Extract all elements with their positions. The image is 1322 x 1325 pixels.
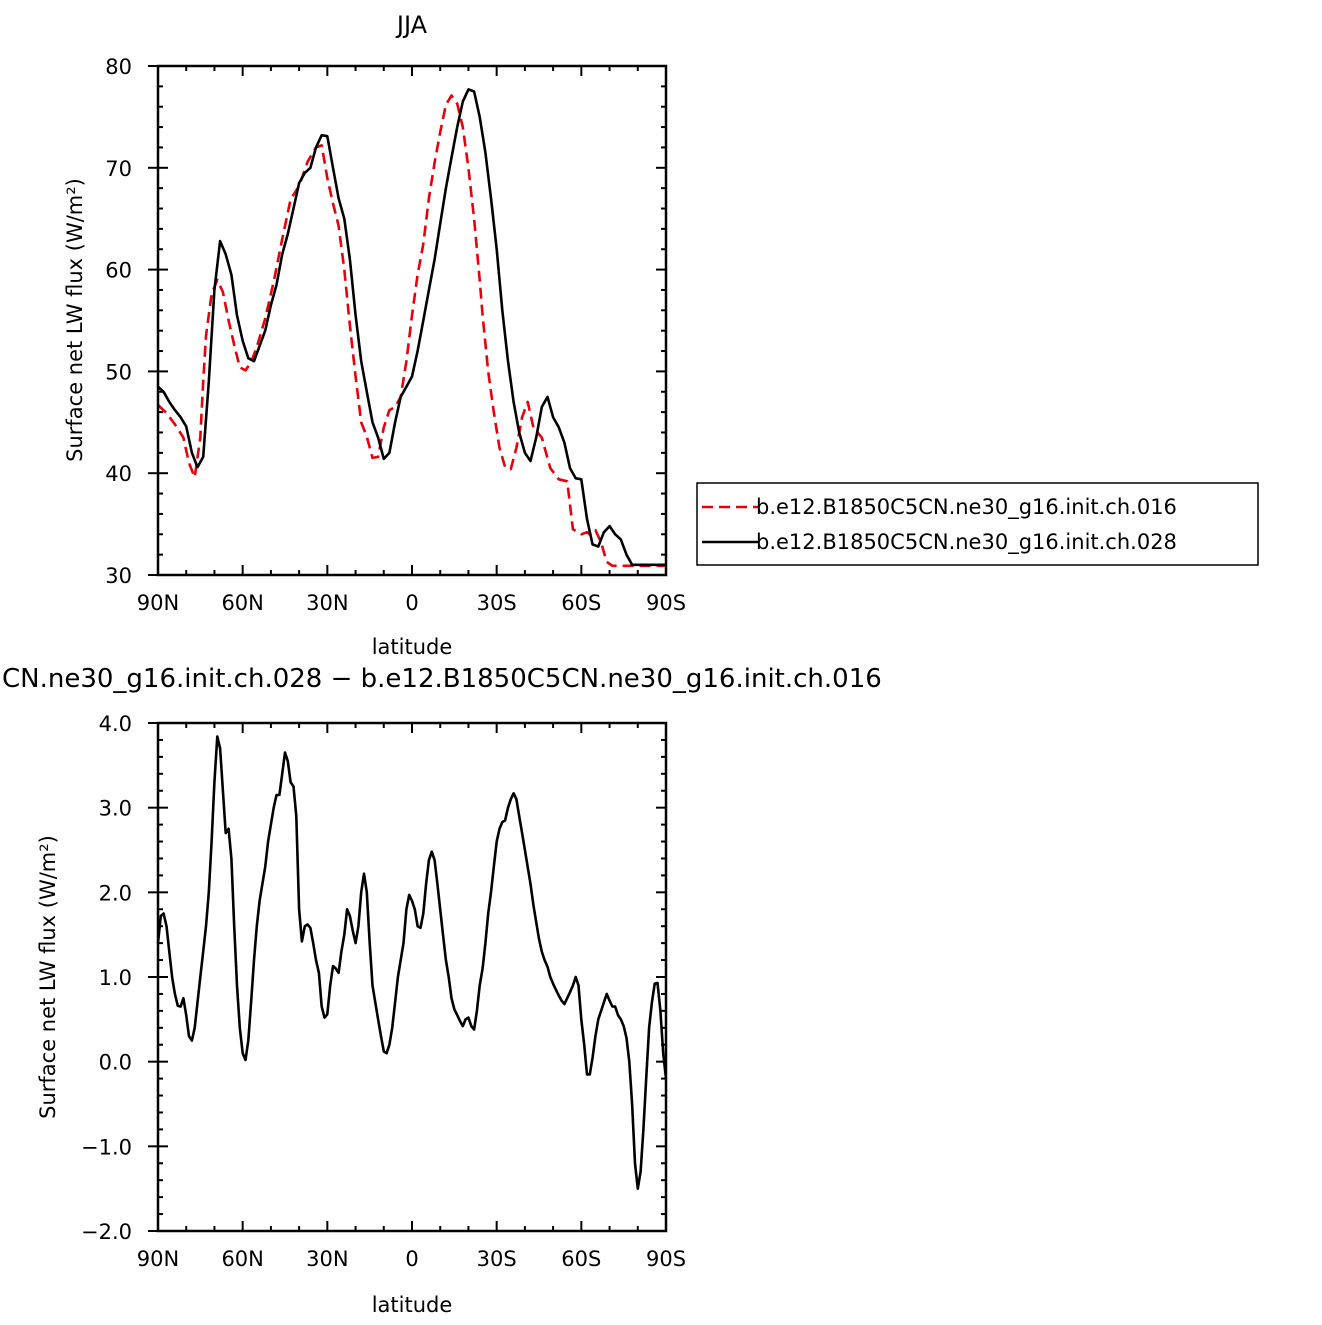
bottom-x-tick-label: 90S — [646, 1247, 686, 1271]
bottom-x-tick-label: 60N — [221, 1247, 263, 1271]
bottom-x-tick-label: 0 — [405, 1247, 418, 1271]
bottom-y-tick-label: 4.0 — [99, 712, 132, 736]
bottom-series-group — [156, 735, 668, 1190]
top-series-line-1 — [157, 88, 666, 567]
bottom-axis-ticks: 90N 60N 30N 0 30S 60S 90S −2.0 −1.0 0.0 1.0 2.0 3.0 4… — [81, 712, 686, 1271]
top-x-tick-label: 60S — [561, 591, 601, 615]
top-y-tick-label: 80 — [105, 55, 132, 79]
bottom-y-tick-label: 0.0 — [99, 1051, 132, 1075]
bottom-y-tick-label: −2.0 — [81, 1220, 132, 1244]
bottom-y-tick-label: 1.0 — [99, 966, 132, 990]
bottom-y-tick-label: 3.0 — [99, 797, 132, 821]
top-y-tick-label: 60 — [105, 259, 132, 283]
bottom-plot-frame — [156, 721, 668, 1233]
top-x-axis-label: latitude — [372, 635, 453, 659]
bottom-x-tick-label: 30S — [477, 1247, 517, 1271]
bottom-x-tick-label: 90N — [137, 1247, 179, 1271]
top-chart-title: JJA — [395, 11, 428, 39]
bottom-series-line-0 — [156, 735, 668, 1190]
bottom-y-tick-label: −1.0 — [81, 1135, 132, 1159]
bottom-chart-panel: CN.ne30_g16.init.ch.028 − b.e12.B1850C5C… — [2, 664, 882, 1317]
legend-label-016: b.e12.B1850C5CN.ne30_g16.init.ch.016 — [756, 495, 1177, 520]
bottom-x-axis-label: latitude — [372, 1293, 453, 1317]
top-x-tick-label: 30N — [306, 591, 348, 615]
legend-box — [696, 482, 1259, 566]
top-y-tick-label: 30 — [105, 564, 132, 588]
bottom-x-tick-label: 30N — [306, 1247, 348, 1271]
top-y-tick-label: 70 — [105, 157, 132, 181]
top-x-tick-label: 30S — [477, 591, 517, 615]
legend-label-028: b.e12.B1850C5CN.ne30_g16.init.ch.028 — [756, 530, 1177, 555]
top-y-tick-label: 40 — [105, 462, 132, 486]
bottom-x-tick-label: 60S — [561, 1247, 601, 1271]
top-series-line-0 — [157, 94, 666, 568]
top-series-group — [157, 88, 666, 568]
top-x-tick-label: 90N — [137, 591, 179, 615]
top-legend: b.e12.B1850C5CN.ne30_g16.init.ch.016 b.e… — [696, 482, 1259, 566]
top-x-tick-label: 90S — [646, 591, 686, 615]
bottom-chart-title: CN.ne30_g16.init.ch.028 − b.e12.B1850C5C… — [2, 664, 882, 694]
top-chart-panel: JJA 90N 60N 30N 0 30S 60S 90S 30 40 50 60 70 80 lati… — [63, 11, 1259, 659]
top-y-tick-label: 50 — [105, 360, 132, 384]
top-axis-ticks: 90N 60N 30N 0 30S 60S 90S 30 40 50 60 70 80 — [105, 55, 686, 615]
top-x-tick-label: 0 — [405, 591, 418, 615]
top-y-axis-label: Surface net LW flux (W/m²) — [63, 178, 87, 462]
top-x-tick-label: 60N — [221, 591, 263, 615]
bottom-y-axis-label: Surface net LW flux (W/m²) — [36, 835, 60, 1119]
bottom-y-tick-label: 2.0 — [99, 881, 132, 905]
